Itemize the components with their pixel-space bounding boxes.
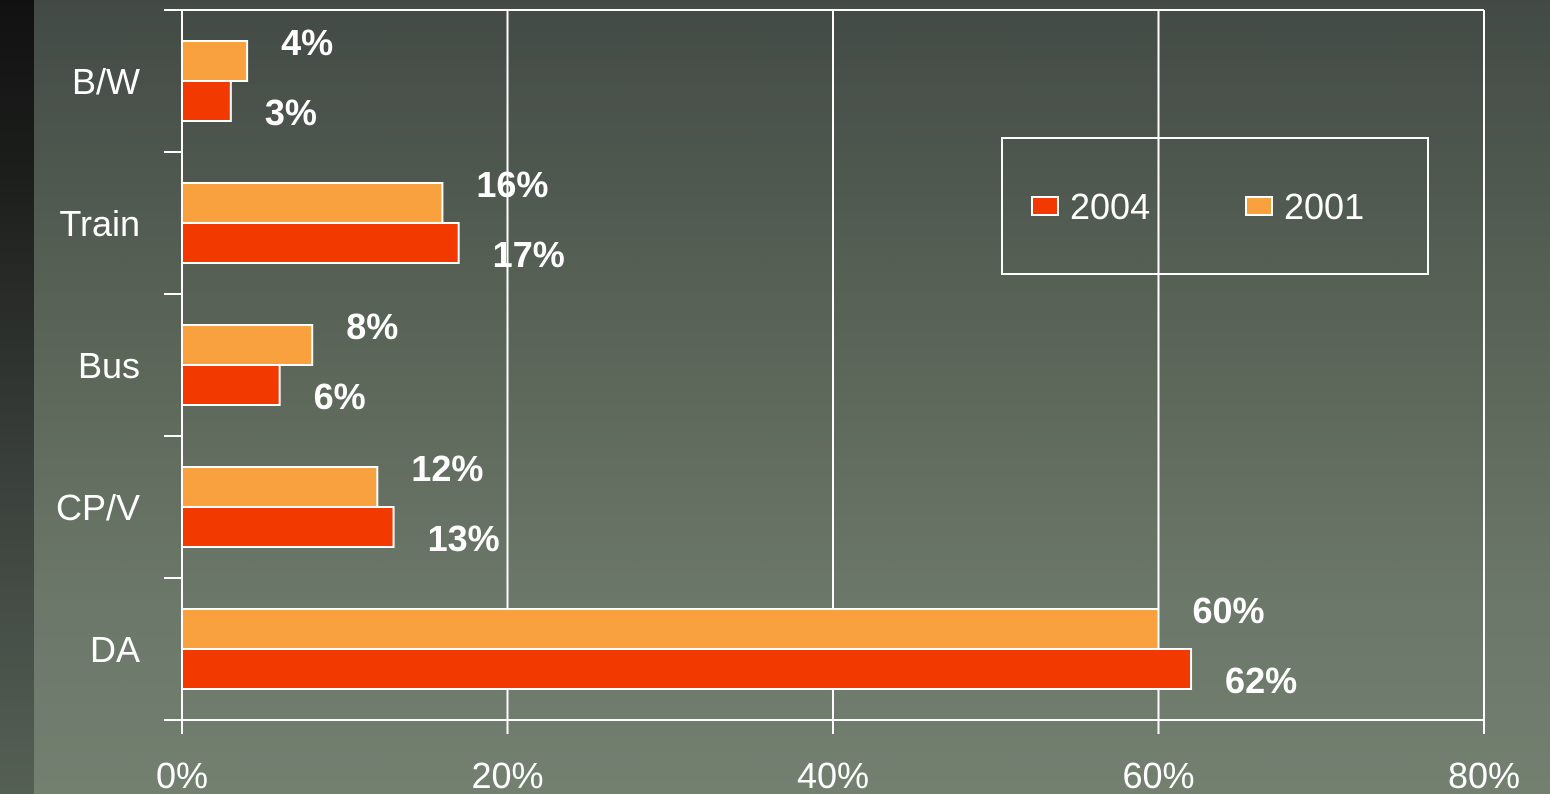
data-label-2004-bus: 6% (314, 376, 366, 417)
gridlines (182, 9, 1485, 720)
x-tick-label-60: 60% (1122, 755, 1194, 794)
bar-2001-train (181, 182, 444, 224)
bar-2001-cp-v (181, 466, 379, 508)
bar-2001-bus (181, 324, 314, 366)
bar-2004-da (181, 648, 1193, 690)
data-label-2001-da: 60% (1193, 590, 1265, 631)
data-label-2004-b-w: 3% (265, 92, 317, 133)
bar-2004-train (181, 222, 460, 264)
bar-2001-da (181, 608, 1160, 650)
legend-label-2004: 2004 (1070, 186, 1150, 227)
left-shadow-strip (0, 0, 34, 794)
x-tick-label-40: 40% (797, 755, 869, 794)
data-label-2004-train: 17% (493, 234, 565, 275)
legend-box (1001, 137, 1429, 275)
legend-label-2001: 2001 (1284, 186, 1364, 227)
legend-swatch-2001 (1245, 196, 1273, 216)
category-label-da: DA (90, 629, 140, 670)
axes: 0% 20% 40% 60% 80% B/W Train Bus CP/V DA (56, 9, 1520, 794)
x-tick-label-0: 0% (156, 755, 208, 794)
data-label-2001-b-w: 4% (281, 22, 333, 63)
x-tick-label-20: 20% (471, 755, 543, 794)
bars (181, 40, 1193, 690)
data-label-2001-train: 16% (476, 164, 548, 205)
bar-2004-cp-v (181, 506, 395, 548)
data-label-2001-bus: 8% (346, 306, 398, 347)
category-label-bus: Bus (78, 345, 140, 386)
legend: 2004 2001 (1001, 137, 1429, 275)
bar-2004-bus (181, 364, 281, 406)
data-labels: 4% 3% 16% 17% 8% 6% 12% 13% 60% 62% (265, 22, 1297, 701)
data-label-2001-cp-v: 12% (411, 448, 483, 489)
category-label-b-w: B/W (72, 61, 140, 102)
category-label-train: Train (59, 203, 140, 244)
bar-2001-b-w (181, 40, 249, 82)
data-label-2004-cp-v: 13% (428, 518, 500, 559)
legend-swatch-2004 (1031, 196, 1059, 216)
x-tick-label-80: 80% (1448, 755, 1520, 794)
bar-2004-b-w (181, 80, 232, 122)
data-label-2004-da: 62% (1225, 660, 1297, 701)
category-label-cp-v: CP/V (56, 487, 140, 528)
